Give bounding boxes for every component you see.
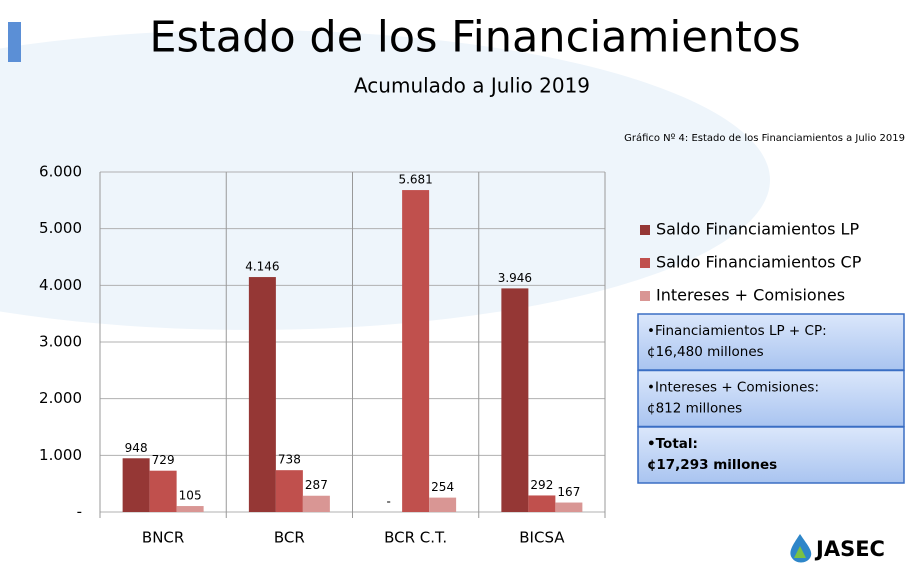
y-tick-label: 3.000 bbox=[39, 333, 82, 351]
data-label: 3.946 bbox=[498, 271, 532, 285]
bar bbox=[402, 190, 430, 512]
y-tick-label: 1.000 bbox=[39, 446, 82, 464]
accent-bar bbox=[8, 22, 21, 62]
data-label: 5.681 bbox=[398, 173, 432, 187]
data-label: - bbox=[386, 495, 390, 509]
bar bbox=[248, 277, 276, 512]
data-label: 254 bbox=[431, 480, 454, 494]
bar bbox=[429, 497, 457, 512]
plot: - 1.000 2.000 3.000 4.000 5.000 6.000 BNCR 948 72… bbox=[39, 163, 606, 547]
bar bbox=[302, 495, 330, 512]
y-tick-label: 6.000 bbox=[39, 163, 82, 181]
data-label: 292 bbox=[530, 478, 553, 492]
x-tick-label: BNCR bbox=[142, 529, 184, 547]
subtitle: Acumulado a Julio 2019 bbox=[354, 74, 590, 98]
info-box-text: •Intereses + Comisiones: bbox=[647, 380, 819, 396]
bar bbox=[501, 288, 529, 512]
data-label: 729 bbox=[152, 453, 175, 467]
chart-note: Gráfico Nº 4: Estado de los Financiamien… bbox=[624, 132, 905, 144]
y-tick-label: - bbox=[77, 503, 82, 521]
data-label: 167 bbox=[557, 485, 580, 499]
info-box-text: ¢17,293 millones bbox=[647, 457, 777, 473]
x-tick-label: BCR C.T. bbox=[384, 529, 447, 547]
legend: Saldo Financiamientos LP Saldo Financiami… bbox=[640, 220, 862, 305]
logo-icon-leaf bbox=[794, 546, 806, 558]
data-label: 738 bbox=[278, 453, 301, 467]
logo-text: JASEC bbox=[814, 537, 885, 561]
info-box bbox=[637, 369, 905, 428]
title: Estado de los Financiamientos bbox=[149, 13, 800, 63]
background-swoosh bbox=[0, 30, 770, 330]
info-box bbox=[637, 426, 905, 484]
x-tick-label: BICSA bbox=[519, 529, 565, 547]
legend-label: Saldo Financiamientos LP bbox=[656, 220, 859, 239]
legend-swatch bbox=[640, 291, 650, 301]
info-box-text: •Total: bbox=[647, 436, 698, 452]
x-tick-label: BCR bbox=[274, 529, 305, 547]
bar bbox=[555, 502, 583, 512]
bar bbox=[149, 470, 177, 512]
legend-label: Intereses + Comisiones bbox=[656, 286, 845, 305]
data-label: 948 bbox=[125, 441, 148, 455]
data-label: 287 bbox=[305, 478, 328, 492]
bar bbox=[528, 495, 556, 512]
y-tick-label: 2.000 bbox=[39, 389, 82, 407]
legend-swatch bbox=[640, 258, 650, 268]
legend-swatch bbox=[640, 225, 650, 235]
y-tick-label: 4.000 bbox=[39, 276, 82, 294]
bar bbox=[122, 458, 150, 512]
bar bbox=[275, 470, 303, 512]
bar bbox=[176, 506, 204, 512]
data-label: 105 bbox=[179, 489, 202, 503]
y-tick-label: 5.000 bbox=[39, 219, 82, 237]
data-label: 4.146 bbox=[245, 260, 279, 274]
info-box-text: ¢16,480 millones bbox=[647, 344, 764, 360]
info-box-text: ¢812 millones bbox=[647, 401, 742, 417]
info-box bbox=[637, 313, 905, 371]
info-boxes: •Financiamientos LP + CP: ¢16,480 millone… bbox=[637, 313, 905, 484]
legend-label: Saldo Financiamientos CP bbox=[656, 253, 862, 272]
info-box-text: •Financiamientos LP + CP: bbox=[647, 323, 827, 339]
